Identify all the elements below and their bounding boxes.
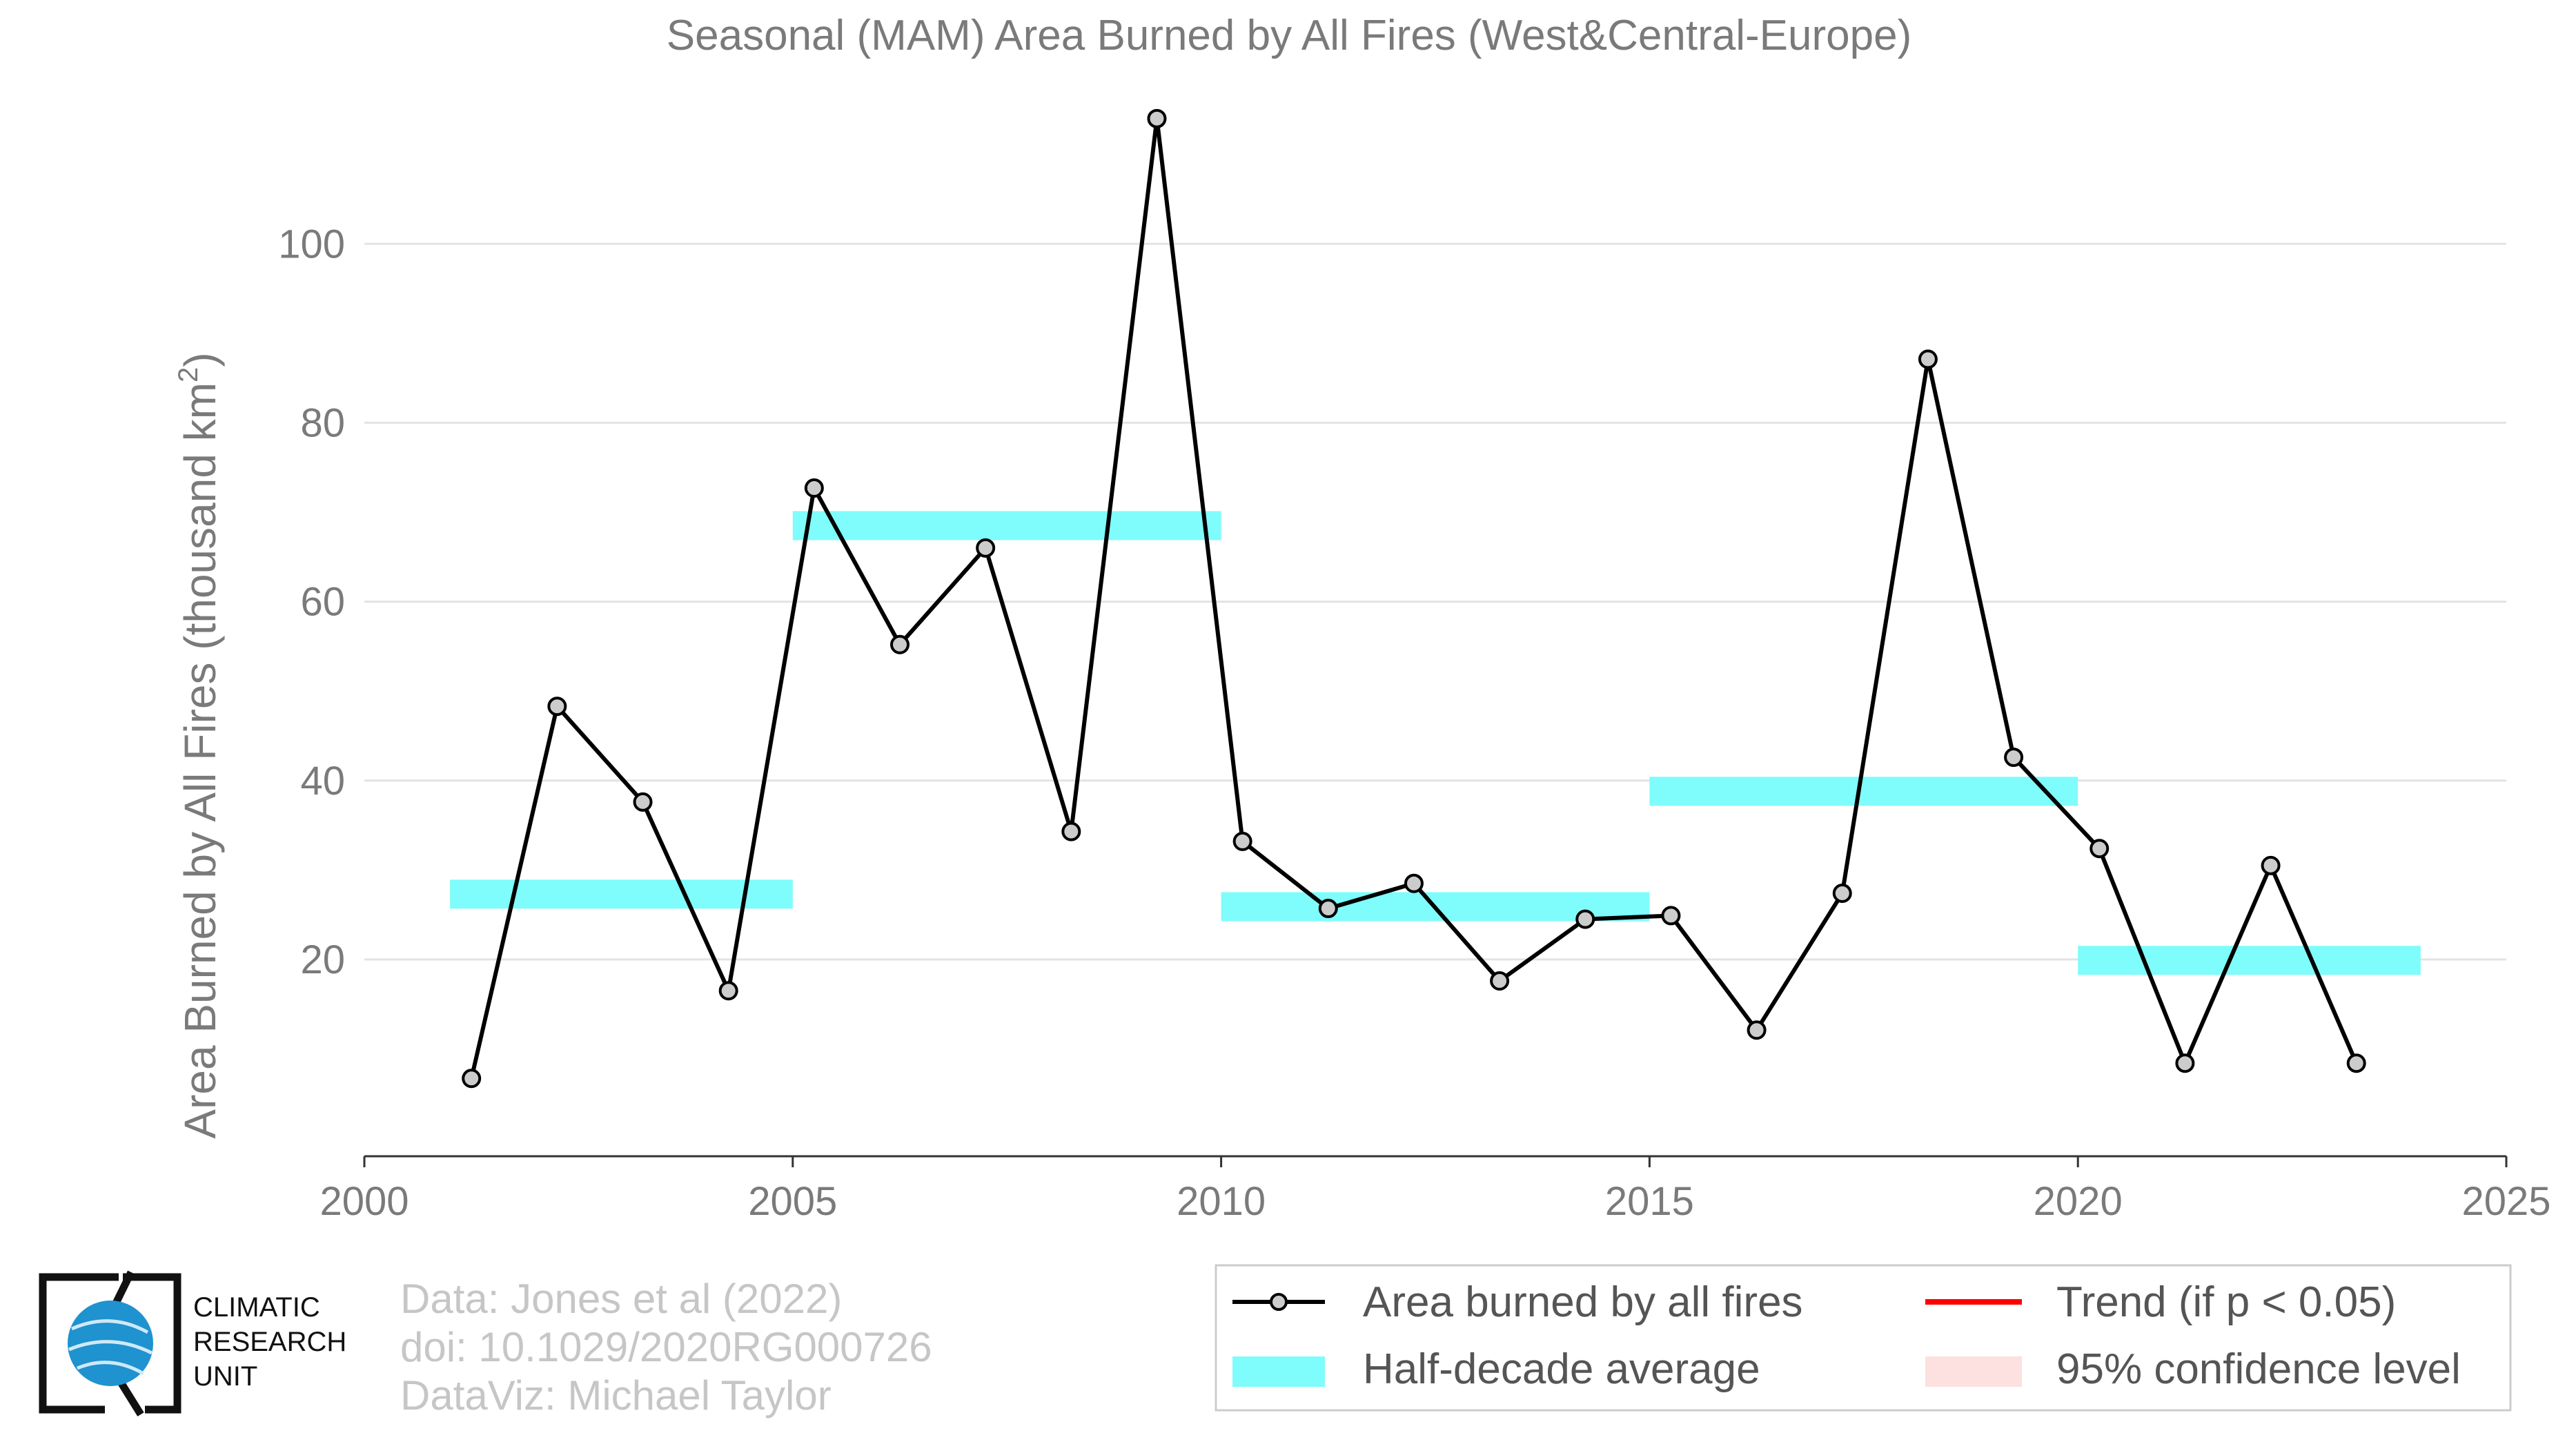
- data-point: [2175, 1053, 2195, 1073]
- logo-text-line3: UNIT: [193, 1361, 257, 1392]
- legend-label-confidence: 95% confidence level: [2056, 1345, 2461, 1393]
- legend-swatch-confidence: [1925, 1356, 2022, 1387]
- y-tick-label: 80: [300, 400, 345, 445]
- legend-swatch-marker: [1270, 1293, 1288, 1311]
- credit-doi: doi: 10.1029/2020RG000726: [400, 1324, 932, 1370]
- y-axis-label: Area Burned by All Fires (thousand km2): [173, 352, 225, 1138]
- half-decade-average-bar: [1649, 777, 2078, 806]
- legend-label-half-decade: Half-decade average: [1363, 1345, 1760, 1393]
- legend-box: [1215, 1264, 2512, 1412]
- legend-label-trend: Trend (if p < 0.05): [2056, 1278, 2396, 1326]
- data-points: [462, 108, 2366, 1089]
- y-tick-label: 60: [300, 580, 345, 625]
- credit-dataviz: DataViz: Michael Taylor: [400, 1372, 832, 1419]
- data-point: [1918, 349, 1938, 369]
- data-point: [1575, 909, 1595, 929]
- data-point: [1661, 906, 1681, 926]
- data-point: [547, 697, 567, 717]
- data-point: [1061, 821, 1081, 841]
- half-decade-average-bar: [2078, 946, 2421, 975]
- data-point: [2346, 1053, 2366, 1073]
- cru-logo: CLIMATIC RESEARCH UNIT: [39, 1270, 346, 1416]
- x-tick-labels: 2000 2005 2010 2015 2020 2025: [319, 1156, 2551, 1224]
- credit-data-source: Data: Jones et al (2022): [400, 1276, 842, 1322]
- y-tick-label: 40: [300, 759, 345, 804]
- data-point: [2090, 839, 2110, 859]
- legend: Area burned by all fires Trend (if p < 0…: [1215, 1264, 2512, 1412]
- half-decade-average-bar: [450, 879, 793, 909]
- legend-swatch-half-decade: [1232, 1356, 1325, 1387]
- x-tick-label: 2000: [319, 1179, 409, 1224]
- y-axis-label-superscript: 2: [173, 367, 204, 382]
- chart-title: Seasonal (MAM) Area Burned by All Fires …: [667, 12, 1911, 59]
- logo-text-line1: CLIMATIC: [193, 1292, 320, 1323]
- logo-text-line2: RESEARCH: [193, 1327, 346, 1357]
- series-area-burned: [469, 116, 2359, 1079]
- y-tick-labels: 20 40 60 80 100: [278, 222, 345, 982]
- data-point: [1747, 1020, 1767, 1040]
- data-point: [462, 1069, 482, 1089]
- x-tick-label: 2025: [2461, 1179, 2550, 1224]
- legend-label-area-burned: Area burned by all fires: [1363, 1278, 1803, 1326]
- data-point: [890, 634, 910, 654]
- data-point: [718, 981, 738, 1001]
- x-tick-label: 2010: [1177, 1179, 1266, 1224]
- series-line: [469, 116, 2359, 1079]
- y-tick-label: 20: [300, 937, 345, 982]
- x-tick-label: 2015: [1605, 1179, 1694, 1224]
- data-point: [1147, 108, 1167, 128]
- data-point: [633, 792, 653, 812]
- data-point: [2261, 855, 2281, 875]
- logo-bracket: [123, 1273, 181, 1414]
- y-tick-label: 100: [278, 222, 345, 266]
- data-point: [976, 538, 996, 558]
- logo-bracket: [39, 1273, 119, 1414]
- data-point: [1490, 971, 1510, 991]
- data-point: [1232, 831, 1252, 851]
- data-point: [804, 478, 824, 498]
- data-point: [1832, 884, 1852, 904]
- half-decade-average-bar: [792, 511, 1221, 541]
- data-point: [2004, 748, 2024, 768]
- data-point: [1404, 873, 1424, 893]
- grid: [364, 242, 2506, 961]
- x-tick-label: 2020: [2034, 1179, 2123, 1224]
- x-tick-label: 2005: [748, 1179, 837, 1224]
- data-point: [1318, 899, 1338, 919]
